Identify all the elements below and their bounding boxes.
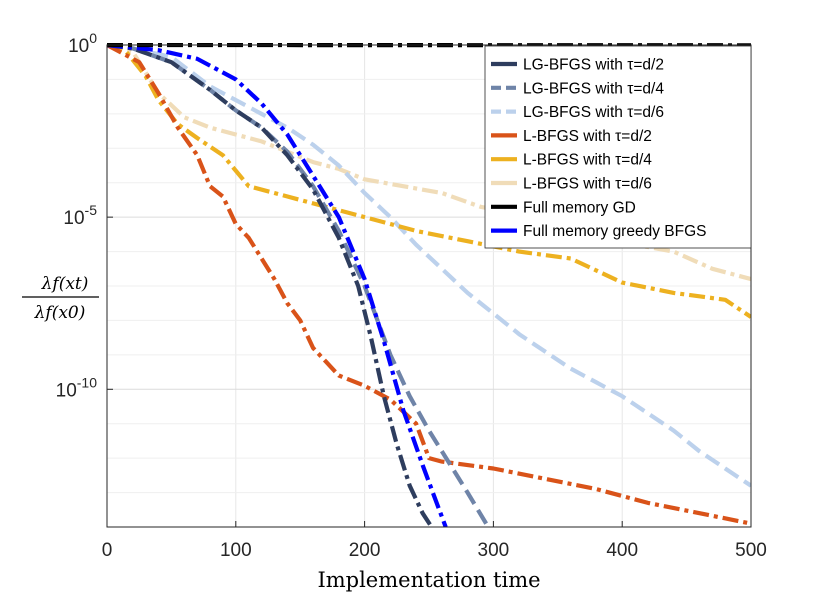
series-line-3 (107, 43, 751, 526)
legend-entry: L-BFGS with τ=d/2 (523, 128, 652, 145)
legend-entry: LG-BFGS with τ=d/2 (523, 57, 664, 74)
y-tick-label: 10-5 (63, 202, 97, 229)
x-tick-label: 300 (478, 540, 510, 561)
legend-entry: Full memory GD (523, 199, 636, 216)
series-line-7 (107, 43, 448, 527)
x-tick-label: 500 (735, 540, 767, 561)
legend-entry: L-BFGS with τ=d/4 (523, 152, 652, 169)
y-tick-label: 100 (68, 30, 97, 57)
legend: LG-BFGS with τ=d/2 LG-BFGS with τ=d/4 LG-B… (484, 45, 752, 249)
x-tick-label: 200 (349, 540, 381, 561)
y-axis-label-numerator: λf(xt) (41, 274, 89, 294)
legend-entry: Full memory greedy BFGS (523, 223, 706, 240)
plot-frame (106, 44, 752, 528)
y-axis-label-denominator: λf(x0) (34, 303, 86, 323)
x-tick-label: 100 (220, 540, 252, 561)
series-line-4 (107, 43, 751, 319)
x-tick-label: 0 (102, 540, 113, 561)
x-axis-label: Implementation time (317, 568, 540, 592)
legend-entry: L-BFGS with τ=d/6 (523, 176, 652, 193)
legend-entry: LG-BFGS with τ=d/6 (523, 104, 664, 121)
y-axis: 100 10-5 10-10 (56, 30, 113, 401)
series-line-0 (107, 43, 434, 527)
legend-entry: LG-BFGS with τ=d/4 (523, 80, 664, 97)
x-tick-label: 400 (606, 540, 638, 561)
series-layer (107, 43, 751, 527)
x-axis: 0 100 200 300 400 500 (102, 521, 767, 561)
y-axis-label: λf(xt) λf(x0) (22, 274, 99, 323)
legend-box (484, 45, 752, 249)
y-tick-label: 10-10 (56, 374, 98, 401)
series-line-5 (107, 43, 751, 282)
series-line-2 (107, 43, 751, 488)
